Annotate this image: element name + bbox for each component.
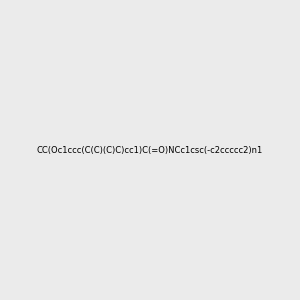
Text: CC(Oc1ccc(C(C)(C)C)cc1)C(=O)NCc1csc(-c2ccccc2)n1: CC(Oc1ccc(C(C)(C)C)cc1)C(=O)NCc1csc(-c2c… — [37, 146, 263, 154]
